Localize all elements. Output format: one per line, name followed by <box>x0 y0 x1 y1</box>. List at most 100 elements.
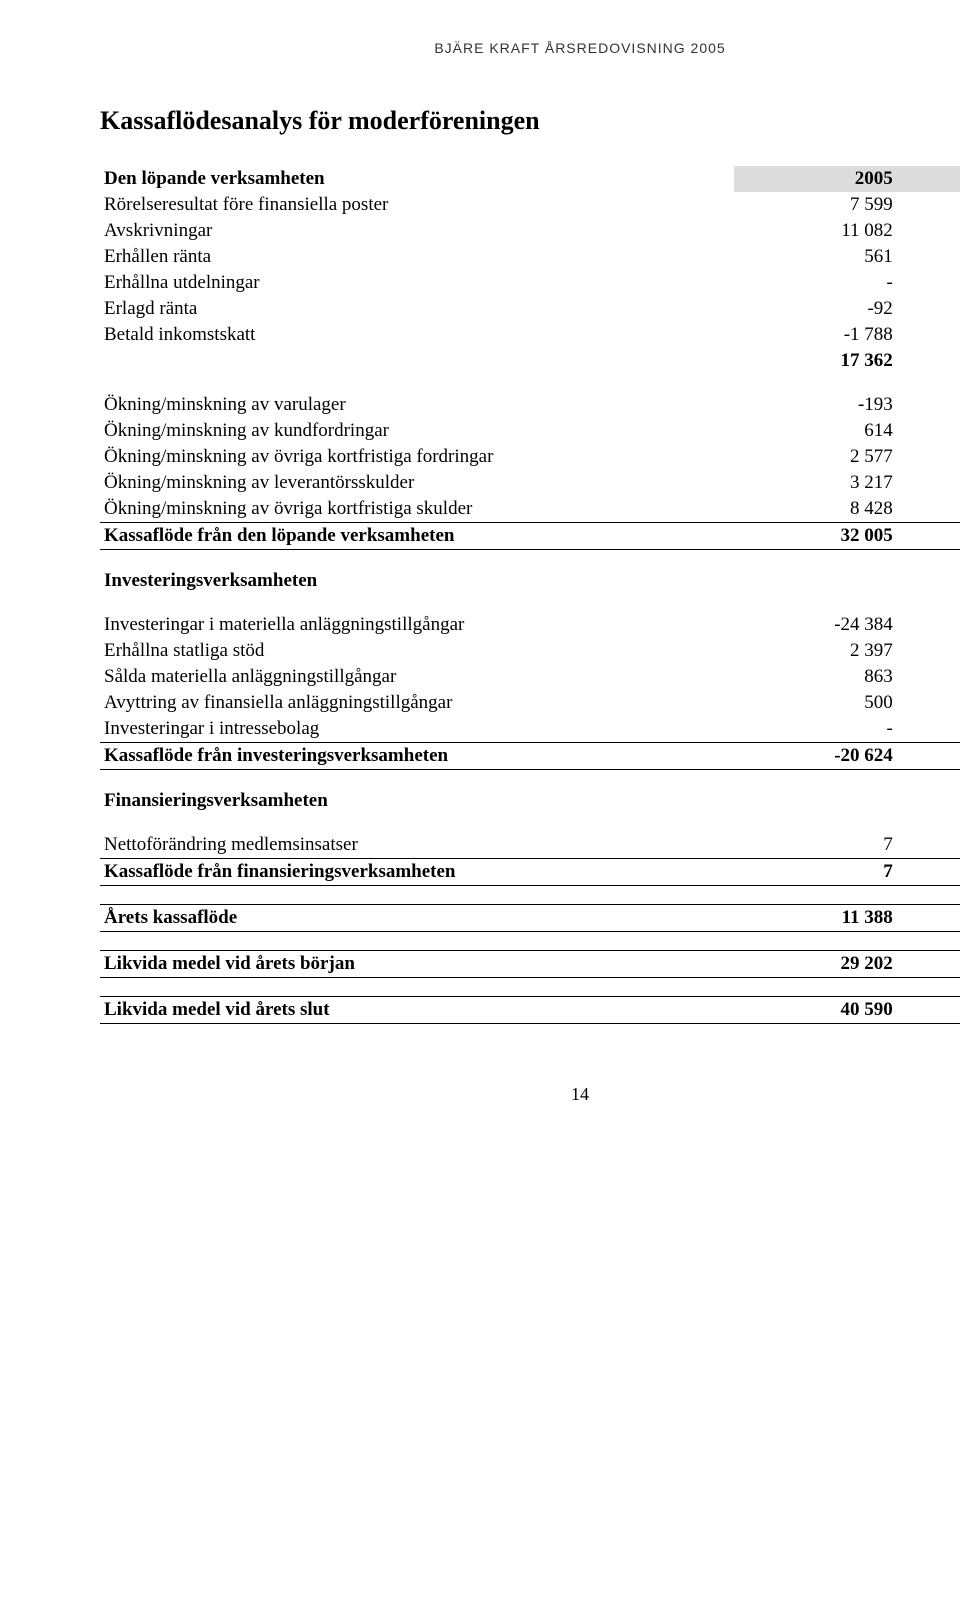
row-label: Ökning/minskning av övriga kortfristiga … <box>100 496 734 523</box>
row-label: Kassaflöde från den löpande verksamheten <box>100 523 734 550</box>
row-c1: 11 388 <box>734 905 897 932</box>
row-c1: - <box>734 270 897 296</box>
row-c2: 12 <box>897 270 960 296</box>
year-col-2: 2004 <box>897 166 960 192</box>
year-col-1: 2005 <box>734 166 897 192</box>
row-c2: 10 827 <box>897 218 960 244</box>
row-c1: -20 624 <box>734 743 897 770</box>
row-label: Rörelseresultat före finansiella poster <box>100 192 734 218</box>
page-title: Kassaflödesanalys för moderföreningen <box>100 106 960 136</box>
row-c2: 29 202 <box>897 997 960 1024</box>
row-label: Ökning/minskning av leverantörsskulder <box>100 470 734 496</box>
row-c1: 40 590 <box>734 997 897 1024</box>
row-c1: 2 577 <box>734 444 897 470</box>
row-c1: 561 <box>734 244 897 270</box>
row-label <box>100 348 734 374</box>
cashflow-table: Den löpande verksamheten 2005 2004 Rörel… <box>100 166 960 1024</box>
row-c2: 1 040 <box>897 638 960 664</box>
row-label: Årets kassaflöde <box>100 905 734 932</box>
row-c2: 11 514 <box>897 418 960 444</box>
section-header-row: Investeringsverksamheten <box>100 568 960 594</box>
row-label: Erhållna statliga stöd <box>100 638 734 664</box>
row-label: Ökning/minskning av övriga kortfristiga … <box>100 444 734 470</box>
table-row: Erlagd ränta -92 -95 <box>100 296 960 322</box>
row-label: Kassaflöde från investeringsverksamheten <box>100 743 734 770</box>
total-row: Likvida medel vid årets slut 40 590 29 2… <box>100 997 960 1024</box>
table-row: Betald inkomstskatt -1 788 -1 480 <box>100 322 960 348</box>
report-header: BJÄRE KRAFT ÅRSREDOVISNING 2005 <box>100 40 960 56</box>
table-row: Nettoförändring medlemsinsatser 7 7 <box>100 832 960 859</box>
row-c1: 17 362 <box>734 348 897 374</box>
row-c2: -13 684 <box>897 444 960 470</box>
row-c1: 11 082 <box>734 218 897 244</box>
row-c2: 5 342 <box>897 192 960 218</box>
table-row: Ökning/minskning av övriga kortfristiga … <box>100 444 960 470</box>
row-c2: - <box>897 664 960 690</box>
spacer <box>100 770 960 789</box>
row-label: Erhållen ränta <box>100 244 734 270</box>
table-row: Investeringar i intressebolag - -8 434 <box>100 716 960 743</box>
section-header: Finansieringsverksamheten <box>100 788 734 814</box>
table-row: Erhållna statliga stöd 2 397 1 040 <box>100 638 960 664</box>
total-row: Kassaflöde från investeringsverksamheten… <box>100 743 960 770</box>
table-row: Erhållna utdelningar - 12 <box>100 270 960 296</box>
row-c2: 7 <box>897 859 960 886</box>
total-row: Kassaflöde från finansieringsverksamhete… <box>100 859 960 886</box>
table-row: Ökning/minskning av övriga kortfristiga … <box>100 496 960 523</box>
spacer <box>100 374 960 392</box>
row-c2: -22 611 <box>897 743 960 770</box>
table-row: Erhållen ränta 561 743 <box>100 244 960 270</box>
row-c2: - <box>897 690 960 716</box>
row-c2: 7 <box>897 832 960 859</box>
row-c2: -15 217 <box>897 612 960 638</box>
section-header-row: Finansieringsverksamheten <box>100 788 960 814</box>
row-c1: 8 428 <box>734 496 897 523</box>
row-label: Ökning/minskning av varulager <box>100 392 734 418</box>
row-c2: -157 <box>897 392 960 418</box>
table-row: Investeringar i materiella anläggningsti… <box>100 612 960 638</box>
row-c1: 32 005 <box>734 523 897 550</box>
row-label: Investeringar i materiella anläggningsti… <box>100 612 734 638</box>
page-number: 14 <box>100 1084 960 1105</box>
total-row: Likvida medel vid årets början 29 202 51… <box>100 951 960 978</box>
total-row: Årets kassaflöde 11 388 -22 442 <box>100 905 960 932</box>
row-c1: -24 384 <box>734 612 897 638</box>
spacer <box>100 594 960 612</box>
table-row: Ökning/minskning av kundfordringar 614 1… <box>100 418 960 444</box>
row-c2: -22 442 <box>897 905 960 932</box>
row-c1: 3 217 <box>734 470 897 496</box>
row-label: Ökning/minskning av kundfordringar <box>100 418 734 444</box>
row-c1: 7 599 <box>734 192 897 218</box>
row-c1: -193 <box>734 392 897 418</box>
row-c1: 500 <box>734 690 897 716</box>
spacer <box>100 886 960 905</box>
row-label: Avyttring av finansiella anläggningstill… <box>100 690 734 716</box>
row-c1: - <box>734 716 897 743</box>
row-c1: 2 397 <box>734 638 897 664</box>
row-label: Kassaflöde från finansieringsverksamhete… <box>100 859 734 886</box>
subtotal-row: 17 362 15 349 <box>100 348 960 374</box>
row-c2: 15 349 <box>897 348 960 374</box>
row-c1: 7 <box>734 832 897 859</box>
row-c1: -1 788 <box>734 322 897 348</box>
table-row: Sålda materiella anläggningstillgångar 8… <box>100 664 960 690</box>
table-row: Avskrivningar 11 082 10 827 <box>100 218 960 244</box>
row-label: Likvida medel vid årets slut <box>100 997 734 1024</box>
row-c2: 743 <box>897 244 960 270</box>
row-label: Likvida medel vid årets början <box>100 951 734 978</box>
spacer <box>100 932 960 951</box>
row-c1: 614 <box>734 418 897 444</box>
row-label: Erlagd ränta <box>100 296 734 322</box>
row-c2: 51 644 <box>897 951 960 978</box>
total-row: Kassaflöde från den löpande verksamheten… <box>100 523 960 550</box>
row-c1: 29 202 <box>734 951 897 978</box>
row-c2: -12 348 <box>897 496 960 523</box>
section-header: Investeringsverksamheten <box>100 568 734 594</box>
row-c2: -1 480 <box>897 322 960 348</box>
spacer <box>100 978 960 997</box>
row-label: Sålda materiella anläggningstillgångar <box>100 664 734 690</box>
table-row: Ökning/minskning av varulager -193 -157 <box>100 392 960 418</box>
row-label: Erhållna utdelningar <box>100 270 734 296</box>
row-c2: -8 434 <box>897 716 960 743</box>
row-label: Investeringar i intressebolag <box>100 716 734 743</box>
